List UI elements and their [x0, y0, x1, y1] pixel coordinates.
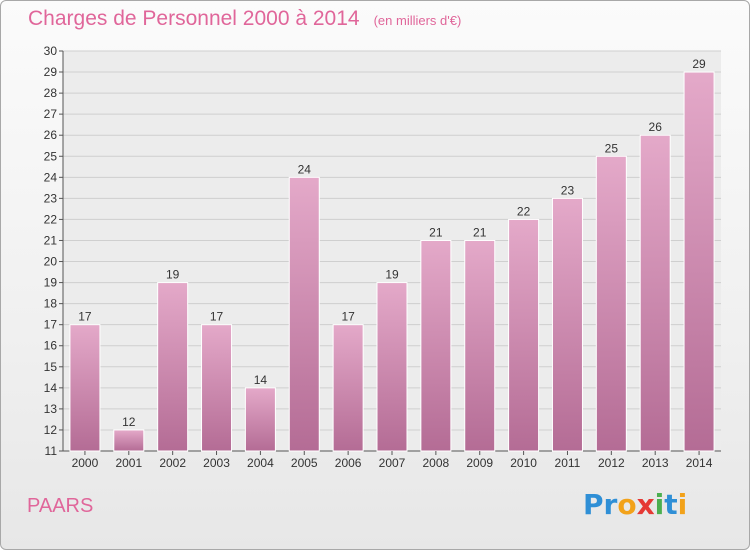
y-tick-label: 20	[44, 255, 58, 269]
logo-letter: i	[677, 488, 688, 521]
y-tick-label: 21	[44, 233, 58, 247]
y-tick-label: 28	[44, 86, 58, 100]
bar	[464, 239, 496, 452]
bar-value-label: 22	[517, 204, 531, 218]
x-tick-label: 2007	[379, 456, 406, 470]
logo-letter: o	[617, 488, 637, 521]
y-tick-label: 13	[44, 402, 58, 416]
y-tick-label: 16	[44, 339, 58, 353]
bar-value-label: 29	[692, 57, 706, 71]
y-tick-label: 17	[44, 318, 58, 332]
y-tick-label: 12	[44, 423, 58, 437]
bar	[244, 387, 276, 452]
bar	[69, 324, 101, 452]
logo-letter: P	[583, 488, 604, 521]
bar	[551, 197, 583, 452]
bar-value-label: 17	[78, 310, 92, 324]
bar	[595, 155, 627, 452]
logo-letter: t	[664, 488, 678, 521]
y-tick-label: 24	[44, 170, 58, 184]
chart-subtitle: (en milliers d'€)	[373, 13, 462, 28]
logo-letter: x	[636, 488, 655, 521]
chart-title: Charges de Personnel 2000 à 2014 (en mill…	[28, 7, 461, 31]
y-tick-label: 30	[44, 44, 58, 58]
y-tick-label: 15	[44, 360, 58, 374]
proxiti-logo: Proxiti	[583, 488, 687, 521]
x-tick-label: 2012	[598, 456, 625, 470]
logo-letter: i	[654, 488, 665, 521]
bar	[639, 134, 671, 452]
logo-letter: r	[603, 488, 618, 521]
y-tick-label: 18	[44, 297, 58, 311]
x-tick-label: 2013	[642, 456, 669, 470]
bar-value-label: 24	[298, 162, 312, 176]
x-tick-label: 2001	[115, 456, 142, 470]
y-tick-label: 29	[44, 65, 58, 79]
bar	[683, 71, 715, 452]
x-tick-label: 2009	[466, 456, 493, 470]
x-tick-label: 2005	[291, 456, 318, 470]
bar-value-label: 17	[210, 310, 224, 324]
y-tick-label: 14	[44, 381, 58, 395]
bar-value-label: 12	[122, 415, 136, 429]
bar-value-label: 17	[341, 310, 355, 324]
place-name: PAARS	[27, 495, 94, 517]
x-tick-label: 2008	[423, 456, 450, 470]
y-tick-label: 11	[45, 444, 58, 458]
bar-value-label: 19	[166, 268, 180, 282]
y-tick-label: 22	[44, 212, 58, 226]
x-tick-label: 2014	[686, 456, 713, 470]
x-tick-label: 2011	[555, 456, 581, 470]
y-tick-label: 26	[44, 128, 58, 142]
bar-value-label: 26	[649, 120, 663, 134]
bar-value-label: 19	[385, 268, 399, 282]
bar-value-label: 23	[561, 183, 575, 197]
bar-value-label: 14	[254, 373, 268, 387]
y-tick-label: 19	[44, 276, 58, 290]
bar	[157, 282, 189, 452]
y-tick-label: 27	[44, 107, 58, 121]
bar-value-label: 21	[473, 225, 487, 239]
bar	[113, 429, 145, 452]
bar-value-label: 25	[605, 141, 619, 155]
bar	[376, 282, 408, 452]
bar	[420, 239, 452, 452]
chart-title-text: Charges de Personnel 2000 à 2014	[28, 7, 360, 30]
bar	[508, 218, 540, 452]
bar	[201, 324, 233, 452]
x-tick-label: 2004	[247, 456, 274, 470]
x-tick-label: 2000	[72, 456, 99, 470]
x-tick-label: 2006	[335, 456, 362, 470]
y-tick-label: 25	[44, 149, 58, 163]
x-tick-label: 2003	[203, 456, 230, 470]
bar	[288, 176, 320, 452]
x-tick-label: 2002	[159, 456, 186, 470]
x-tick-label: 2010	[510, 456, 537, 470]
bar-value-label: 21	[429, 225, 443, 239]
bar	[332, 324, 364, 452]
y-tick-label: 23	[44, 191, 58, 205]
